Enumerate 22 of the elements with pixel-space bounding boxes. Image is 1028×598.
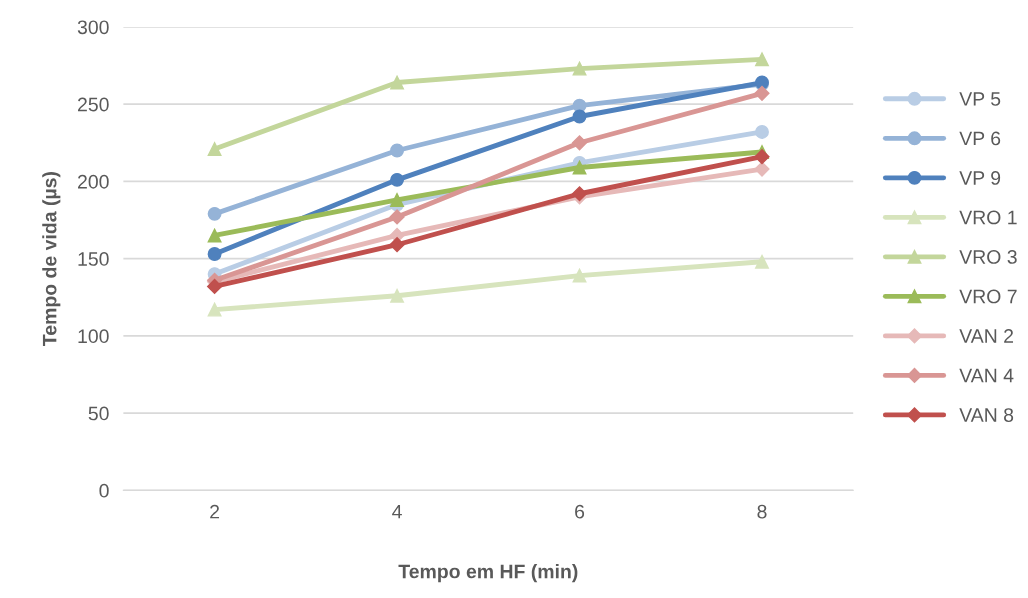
x-axis-title: Tempo em HF (min): [398, 564, 578, 583]
legend-label: VAN 4: [959, 368, 1014, 383]
x-tick-label: 8: [757, 504, 767, 519]
y-tick-label: 150: [78, 252, 109, 266]
x-tick-label: 6: [575, 504, 585, 519]
y-axis-title: Tempo de vida (µs): [42, 172, 61, 346]
legend-label: VP 6: [959, 131, 1001, 146]
legend-label: VAN 8: [959, 408, 1014, 422]
legend-label: VRO 3: [959, 250, 1017, 264]
legend-label: VP 9: [959, 171, 1001, 185]
legend-label: VAN 2: [959, 329, 1014, 343]
y-tick-label: 50: [88, 406, 109, 421]
x-tick-label: 2: [210, 504, 220, 519]
y-tick-label: 300: [77, 20, 109, 35]
legend-label: VRO 7: [959, 289, 1017, 304]
y-tick-label: 200: [78, 174, 109, 189]
y-tick-label: 0: [99, 483, 109, 498]
y-tick-label: 100: [78, 329, 109, 344]
y-tick-label: 250: [78, 97, 109, 112]
legend-label: VP 5: [959, 92, 1001, 106]
legend-label: VRO 1: [959, 210, 1017, 225]
x-tick-label: 4: [392, 504, 402, 519]
